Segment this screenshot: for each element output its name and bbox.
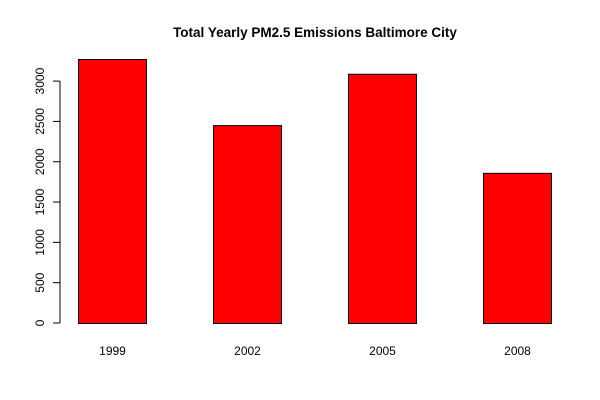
bar-1999 <box>78 59 147 324</box>
bars <box>78 59 552 325</box>
y-tick-label: 0 <box>33 319 47 326</box>
y-tick-label: 3000 <box>33 67 47 94</box>
y-tick-label: 1000 <box>33 229 47 256</box>
y-tick-label: 1500 <box>33 188 47 215</box>
x-axis-labels: 1999 2002 2005 2008 <box>99 344 531 358</box>
x-tick-label: 2005 <box>369 344 396 358</box>
bar-2008 <box>483 172 552 324</box>
y-tick-label: 2500 <box>33 108 47 135</box>
x-tick-label: 2002 <box>234 344 261 358</box>
bar-2002 <box>213 125 282 324</box>
y-axis: 0 500 1000 1500 2000 2500 3000 <box>33 67 61 326</box>
x-tick-label: 2008 <box>504 344 531 358</box>
chart-title: Total Yearly PM2.5 Emissions Baltimore C… <box>173 25 457 40</box>
y-tick-label: 500 <box>33 272 47 292</box>
y-tick-label: 2000 <box>33 148 47 175</box>
x-tick-label: 1999 <box>99 344 126 358</box>
bar-2005 <box>348 73 417 325</box>
